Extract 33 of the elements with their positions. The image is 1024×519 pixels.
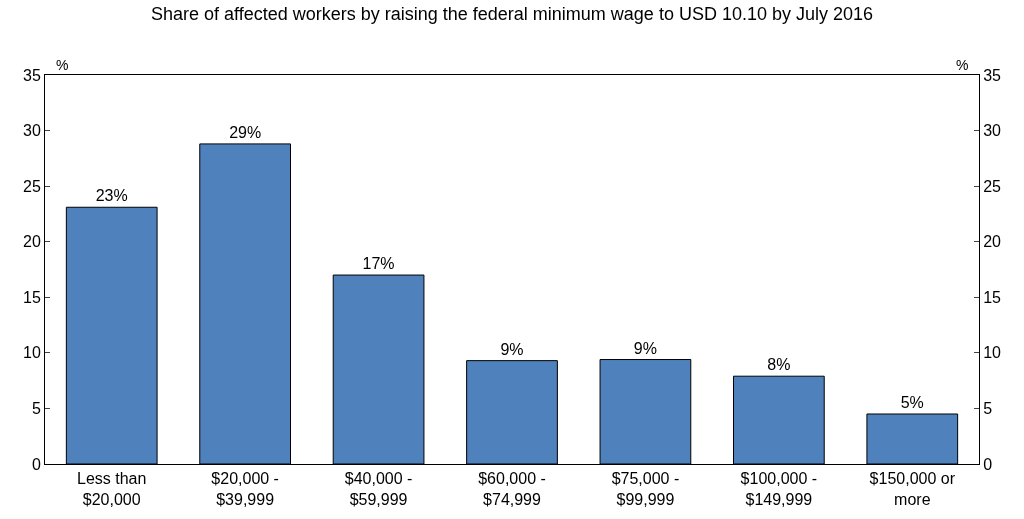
y-tick-label: 30 [23,122,41,140]
chart-title: Share of affected workers by raising the federal minimum wage to USD 10.10 by July 2016 [150,4,874,25]
data-label: 9% [633,339,657,357]
x-tick-label: $40,000 - $59,999 [344,470,413,508]
y2-tick-label: 5 [983,400,993,418]
data-label: 8% [767,356,791,374]
y-tick-label: 20 [23,233,41,251]
data-label: 23% [95,187,128,205]
data-label: 9% [500,340,524,358]
y-tick-label: 15 [23,288,41,306]
y2-tick-label: 35 [983,66,1002,84]
y-tick-label: 10 [23,344,41,362]
y-tick-label: 5 [31,400,41,418]
y2-tick-label: 15 [983,288,1002,306]
y-tick-label: 35 [23,66,41,84]
y2-axis-title: % [956,57,969,73]
y-tick-label: 0 [31,455,41,473]
x-tick-label: $20,000 - $39,999 [211,470,279,508]
y2-tick-label: 20 [983,233,1002,251]
data-label: 5% [900,393,924,411]
y-tick-label: 25 [23,177,41,195]
y2-tick-label: 10 [983,344,1002,362]
x-tick-label: $150,000 or more [869,470,956,508]
x-tick-label: $60,000 - $74,999 [478,470,546,508]
x-tick-label: $75,000 - $99,999 [611,470,680,508]
x-tick-label: $100,000 - $149,999 [740,470,818,508]
data-label: 17% [362,255,395,273]
y-axis-title: % [56,57,69,73]
y2-tick-label: 0 [983,455,993,473]
data-label: 29% [229,123,262,141]
y2-tick-label: 30 [983,122,1002,140]
y2-tick-label: 25 [983,177,1002,195]
x-tick-label: Less than $20,000 [77,470,147,508]
